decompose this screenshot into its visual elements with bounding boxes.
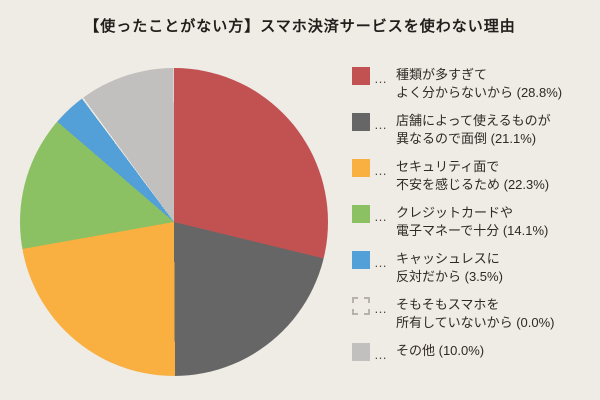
legend-item: … その他 (10.0%) [352, 342, 592, 364]
legend-swatch-red [352, 67, 370, 85]
legend-swatch-darkgray [352, 113, 370, 131]
legend-dots: … [374, 163, 388, 178]
legend-swatch-green [352, 205, 370, 223]
legend-swatch-orange [352, 159, 370, 177]
legend-dots: … [374, 255, 388, 270]
legend-label: クレジットカードや 電子マネーで十分 (14.1%) [396, 205, 549, 238]
legend-dots: … [374, 209, 388, 224]
legend-label: セキュリティ面で 不安を感じるため (22.3%) [396, 159, 550, 192]
legend-item: … 種類が多すぎて よく分からないから (28.8%) [352, 66, 592, 102]
legend-label: その他 (10.0%) [396, 343, 485, 358]
legend-label: 店舗によって使えるものが 異なるので面倒 (21.1%) [396, 113, 551, 146]
legend-item: … セキュリティ面で 不安を感じるため (22.3%) [352, 158, 592, 194]
legend-label: 種類が多すぎて よく分からないから (28.8%) [396, 67, 563, 100]
legend-label: キャッシュレスに 反対だから (3.5%) [396, 251, 503, 284]
legend-item: … キャッシュレスに 反対だから (3.5%) [352, 250, 592, 286]
legend-item: … 店舗によって使えるものが 異なるので面倒 (21.1%) [352, 112, 592, 148]
legend-swatch-dashed-empty [352, 297, 370, 315]
legend-dots: … [374, 71, 388, 86]
legend-dots: … [374, 347, 388, 362]
legend-label: そもそもスマホを 所有していないから (0.0%) [396, 297, 555, 330]
legend-item: … そもそもスマホを 所有していないから (0.0%) [352, 296, 592, 332]
legend-dots: … [374, 301, 388, 316]
chart-title: 【使ったことがない方】スマホ決済サービスを使わない理由 [84, 18, 516, 35]
legend-swatch-blue [352, 251, 370, 269]
legend-swatch-lightgray [352, 343, 370, 361]
legend-item: … クレジットカードや 電子マネーで十分 (14.1%) [352, 204, 592, 240]
legend-dots: … [374, 117, 388, 132]
legend: … 種類が多すぎて よく分からないから (28.8%) … 店舗によって使えるも… [352, 66, 592, 364]
pie-chart [20, 68, 328, 376]
